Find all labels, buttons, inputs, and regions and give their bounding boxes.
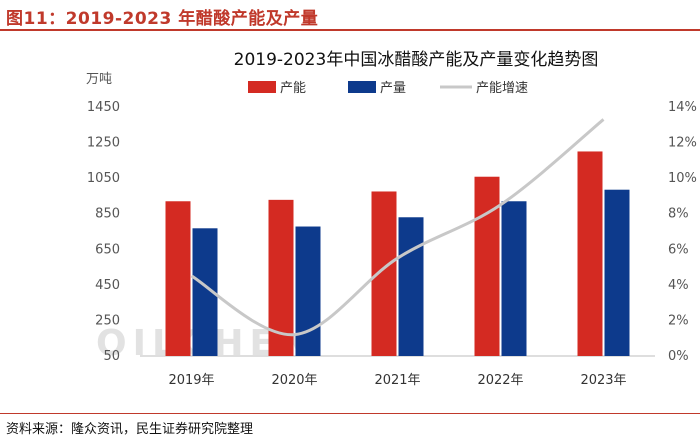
footer-rule <box>0 413 700 414</box>
x-tick-label: 2019年 <box>168 373 214 388</box>
bar-产能 <box>577 151 603 356</box>
y-tick-label: 250 <box>95 313 120 328</box>
chart: OILCHEM 2019-2023年中国冰醋酸产能及产量变化趋势图 万吨 产能产… <box>86 50 697 388</box>
y2-tick-label: 2% <box>668 313 689 328</box>
y-tick-label: 850 <box>95 207 120 222</box>
y2-tick-label: 10% <box>668 171 697 186</box>
bars <box>165 151 630 356</box>
bar-产量 <box>295 226 321 356</box>
y2-tick-label: 12% <box>668 136 697 151</box>
bar-产量 <box>501 201 527 356</box>
bar-产能 <box>165 201 191 356</box>
bar-产量 <box>604 189 630 356</box>
y-tick-label: 50 <box>103 349 120 364</box>
legend-swatch-产能 <box>248 81 276 93</box>
bar-产能 <box>474 176 500 356</box>
y2-tick-label: 8% <box>668 207 689 222</box>
bar-产能 <box>371 191 397 356</box>
title-rule <box>0 29 700 31</box>
y-tick-label: 650 <box>95 242 120 257</box>
x-tick-label: 2020年 <box>271 373 317 388</box>
bar-产量 <box>398 217 424 356</box>
chart-title: 2019-2023年中国冰醋酸产能及产量变化趋势图 <box>234 50 599 70</box>
legend-swatch-产量 <box>348 81 376 93</box>
figure-title: 图11：2019-2023 年醋酸产能及产量 <box>6 9 319 29</box>
y-tick-label: 1450 <box>87 100 120 115</box>
legend-label-产能: 产能 <box>280 81 306 96</box>
y2-tick-label: 14% <box>668 100 697 115</box>
y-tick-label: 1250 <box>87 136 120 151</box>
legend: 产能 产量 产能增速 <box>248 81 528 96</box>
growth-line-path <box>190 118 605 337</box>
legend-label-产能增速: 产能增速 <box>476 81 528 96</box>
legend-label-产量: 产量 <box>380 81 406 96</box>
y-tick-label: 1050 <box>87 171 120 186</box>
y2-tick-label: 4% <box>668 278 689 293</box>
x-tick-label: 2022年 <box>477 373 523 388</box>
x-tick-label: 2023年 <box>580 373 626 388</box>
source-note: 资料来源：隆众资讯，民生证券研究院整理 <box>6 422 254 437</box>
y-tick-label: 450 <box>95 278 120 293</box>
y2-tick-label: 0% <box>668 349 689 364</box>
x-tick-label: 2021年 <box>374 373 420 388</box>
growth-line <box>190 118 605 337</box>
y2-tick-label: 6% <box>668 242 689 257</box>
axes: 50 250 450 650 850 1050 1250 1450 0% 2% 4% 6% 8% 10% 1… <box>87 100 697 388</box>
y-axis-unit: 万吨 <box>86 72 112 87</box>
